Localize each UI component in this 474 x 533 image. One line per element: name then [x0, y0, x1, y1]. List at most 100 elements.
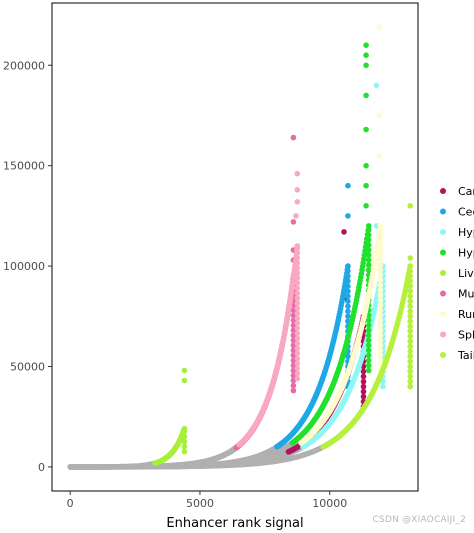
data-point: [365, 322, 372, 329]
legend-key: [440, 208, 446, 215]
data-point: [365, 262, 372, 268]
data-point: [377, 357, 384, 364]
legend-key: [440, 229, 446, 235]
data-point: [377, 232, 384, 238]
data-point: [377, 237, 384, 243]
outlier-point: [294, 199, 301, 205]
outlier-point: [293, 213, 299, 219]
data-point: [294, 365, 301, 372]
series-live-4: [152, 367, 188, 466]
legend-key: [440, 270, 446, 276]
y-tick-label: 0: [38, 461, 45, 474]
legend-key: [440, 249, 446, 256]
data-point: [345, 263, 351, 269]
data-point: [407, 288, 414, 295]
data-point: [294, 255, 301, 261]
data-point: [365, 327, 372, 334]
data-point: [377, 227, 384, 233]
data-point: [407, 338, 414, 345]
legend-label: Mus: [458, 288, 474, 301]
data-point: [294, 275, 301, 281]
data-point: [345, 288, 351, 295]
data-point: [407, 268, 414, 274]
y-tick-label: 100000: [3, 260, 45, 273]
data-point: [360, 368, 367, 375]
x-axis-title: Enhancer rank signal: [166, 516, 303, 531]
data-point: [377, 272, 384, 278]
points-layer: [67, 24, 414, 470]
outlier-point: [363, 92, 369, 99]
outlier-point: [363, 203, 369, 209]
outlier-point: [376, 112, 382, 119]
data-point: [407, 353, 414, 360]
data-point: [345, 268, 351, 274]
data-point: [407, 333, 414, 340]
data-point: [294, 325, 301, 332]
data-point: [377, 347, 384, 354]
y-tick-label: 150000: [3, 160, 45, 173]
y-tick-label: 50000: [10, 360, 45, 373]
legend-key: [440, 290, 446, 297]
data-point: [377, 337, 384, 344]
data-point: [377, 277, 384, 283]
outlier-point: [363, 52, 369, 58]
data-point: [407, 283, 414, 290]
data-point: [377, 262, 384, 268]
outlier-point: [407, 203, 414, 209]
data-point: [377, 292, 384, 299]
data-point: [365, 347, 372, 354]
outlier-point: [345, 213, 351, 219]
data-point: [294, 375, 301, 382]
data-point: [365, 362, 372, 369]
data-point: [377, 332, 384, 339]
legend-key: [440, 352, 446, 358]
data-point: [365, 332, 372, 339]
data-point: [294, 345, 301, 352]
outlier-point: [363, 62, 369, 69]
data-point: [407, 303, 414, 310]
outlier-point: [294, 170, 301, 177]
outlier-point: [373, 82, 380, 89]
data-point: [181, 438, 188, 445]
series-sple-7: [236, 170, 301, 448]
legend-key: [440, 311, 446, 317]
data-point: [360, 388, 367, 395]
background-points: [67, 436, 332, 470]
data-point: [365, 232, 372, 238]
data-point: [181, 433, 188, 440]
axes-layer: 0 5000 10000050000100000150000200000Enhanc…: [3, 59, 347, 531]
data-point: [345, 313, 351, 320]
legend-label: Cec: [458, 206, 474, 219]
data-point: [360, 373, 367, 380]
data-point: [377, 257, 384, 263]
data-point: [345, 303, 351, 310]
data-point: [294, 355, 301, 362]
data-point: [294, 290, 301, 297]
data-point: [407, 263, 414, 269]
data-point: [294, 360, 301, 367]
outlier-point: [376, 152, 382, 159]
data-point: [365, 367, 372, 374]
data-point: [407, 383, 414, 390]
x-tick-label: 5000: [186, 497, 214, 510]
data-point: [407, 328, 414, 335]
data-point: [377, 302, 384, 309]
outlier-point: [407, 255, 414, 261]
outlier-point: [363, 162, 369, 169]
data-point: [181, 443, 188, 450]
outlier-point: [373, 223, 380, 229]
data-point: [365, 257, 372, 263]
data-point: [377, 267, 384, 273]
legend-label: Run: [458, 308, 474, 321]
data-point: [377, 247, 384, 253]
outlier-point: [181, 367, 188, 374]
data-point: [380, 378, 386, 385]
outlier-point: [290, 134, 297, 141]
data-point: [294, 285, 301, 292]
data-point: [294, 280, 301, 286]
legend-label: Hyp: [458, 247, 474, 260]
legend-label: Hyp: [458, 226, 474, 239]
outlier-point: [290, 219, 297, 225]
data-point: [294, 310, 301, 317]
